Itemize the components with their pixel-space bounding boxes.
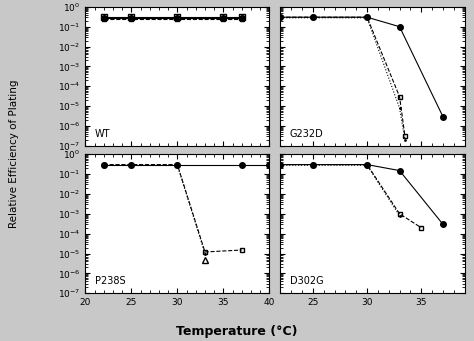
Text: WT: WT [94, 129, 110, 139]
Text: D302G: D302G [290, 276, 323, 286]
Text: G232D: G232D [290, 129, 323, 139]
Text: Relative Efficiency of Plating: Relative Efficiency of Plating [9, 79, 19, 228]
Text: Temperature (°C): Temperature (°C) [176, 325, 298, 338]
Text: P238S: P238S [94, 276, 125, 286]
